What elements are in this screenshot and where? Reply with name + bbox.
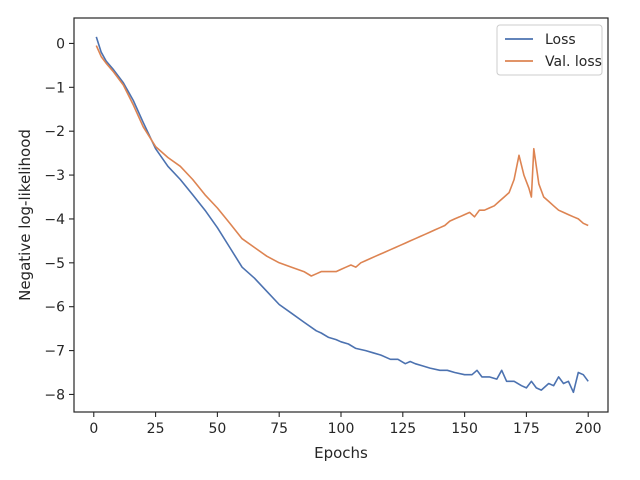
series-line-val-loss <box>95 45 589 277</box>
x-tick-label: 125 <box>389 421 416 437</box>
x-tick-label: 50 <box>208 421 226 437</box>
y-tick-label: −5 <box>44 256 65 272</box>
y-tick-label: −6 <box>44 300 65 316</box>
x-tick-label: 200 <box>575 421 602 437</box>
y-tick-label: −7 <box>44 344 65 360</box>
y-tick-label: −2 <box>44 124 65 140</box>
y-axis-label: Negative log-likelihood <box>16 129 34 301</box>
series-line-loss <box>95 36 589 394</box>
x-axis-label: Epochs <box>314 444 368 462</box>
legend: Loss Val. loss <box>496 24 603 76</box>
x-tick-label: 0 <box>89 421 98 437</box>
series-layer <box>95 36 589 394</box>
legend-box <box>496 24 603 76</box>
y-axis: 0 −1 −2 −3 −4 −5 −6 −7 −8 <box>44 36 74 403</box>
x-tick-label: 75 <box>270 421 288 437</box>
x-tick-label: 100 <box>328 421 355 437</box>
x-tick-label: 175 <box>513 421 540 437</box>
y-tick-label: −3 <box>44 168 65 184</box>
y-tick-label: −1 <box>44 80 65 96</box>
y-tick-label: 0 <box>56 36 65 52</box>
y-tick-label: −8 <box>44 387 65 403</box>
legend-label-loss: Loss <box>545 32 576 48</box>
legend-label-val-loss: Val. loss <box>545 54 602 70</box>
x-tick-label: 150 <box>451 421 478 437</box>
y-tick-label: −4 <box>44 212 65 228</box>
x-tick-label: 25 <box>147 421 165 437</box>
x-axis: 0 25 50 75 100 125 150 175 200 <box>89 412 602 437</box>
